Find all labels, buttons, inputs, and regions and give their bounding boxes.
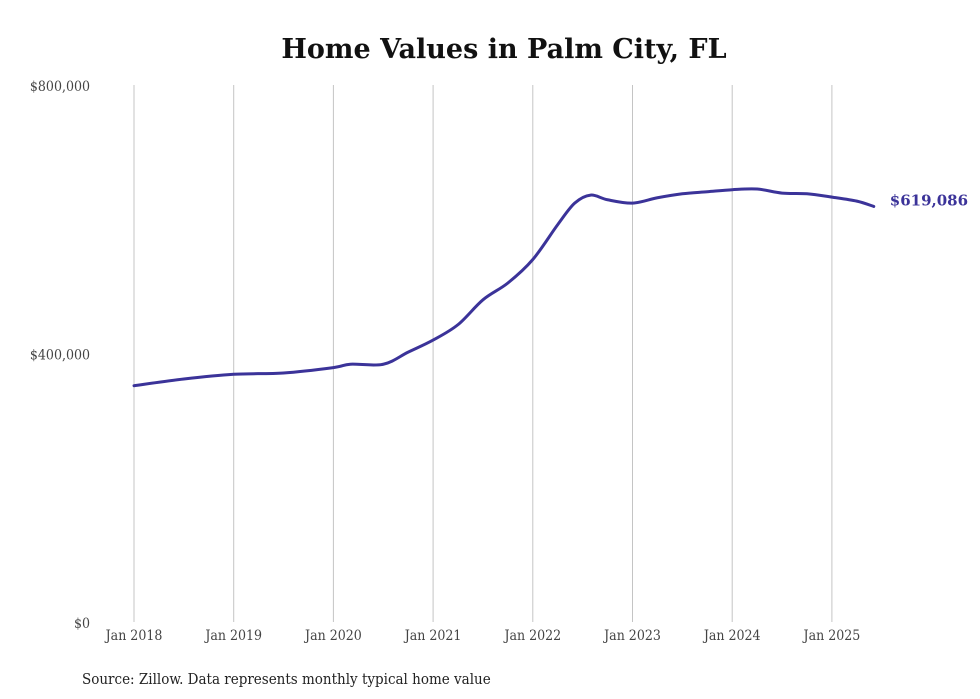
end-value-label: $619,086 [890,191,968,209]
x-tick-label: Jan 2022 [502,628,561,644]
y-axis-ticks: $0 $400,000 $800,000 [30,79,90,632]
x-tick-label: Jan 2018 [104,628,163,644]
x-tick-label: Jan 2019 [203,628,262,644]
x-axis-ticks: Jan 2018 Jan 2019 Jan 2020 Jan 2021 Jan 2022… [104,628,861,644]
gridlines [133,85,833,622]
x-tick-label: Jan 2023 [602,628,661,644]
x-tick-label: Jan 2020 [303,628,362,644]
y-tick-label: $400,000 [30,348,90,364]
chart-title: Home Values in Palm City, FL [281,34,726,65]
x-tick-label: Jan 2024 [702,628,761,644]
home-value-line [132,187,876,388]
x-tick-label: Jan 2021 [403,628,462,644]
y-tick-label: $800,000 [30,79,90,95]
y-tick-label: $0 [74,616,90,632]
source-note: Source: Zillow. Data represents monthly … [82,670,491,688]
x-tick-label: Jan 2025 [802,628,861,644]
